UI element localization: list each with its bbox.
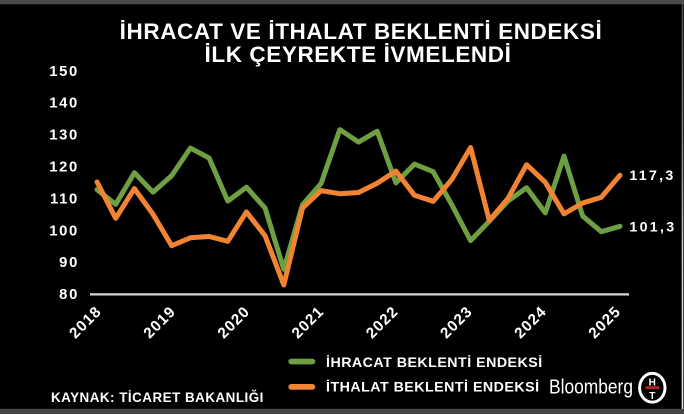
svg-text:90: 90 xyxy=(59,255,79,271)
svg-text:130: 130 xyxy=(49,128,79,144)
svg-text:H: H xyxy=(649,377,656,388)
svg-text:İHRACAT VE İTHALAT BEKLENTİ EN: İHRACAT VE İTHALAT BEKLENTİ ENDEKSİ xyxy=(120,19,603,44)
svg-text:İHRACAT BEKLENTİ ENDEKSİ: İHRACAT BEKLENTİ ENDEKSİ xyxy=(326,354,543,371)
svg-text:117,3: 117,3 xyxy=(629,168,675,184)
svg-text:T: T xyxy=(649,391,655,402)
svg-text:KAYNAK: TİCARET BAKANLIĞI: KAYNAK: TİCARET BAKANLIĞI xyxy=(51,390,264,405)
svg-text:101,3: 101,3 xyxy=(629,219,676,235)
svg-text:110: 110 xyxy=(50,191,79,207)
svg-text:140: 140 xyxy=(49,96,79,112)
svg-text:120: 120 xyxy=(49,160,79,176)
svg-text:Bloomberg: Bloomberg xyxy=(549,376,633,399)
svg-text:100: 100 xyxy=(49,223,79,239)
svg-text:İLK ÇEYREKTE İVMELENDİ: İLK ÇEYREKTE İVMELENDİ xyxy=(205,42,512,67)
svg-text:80: 80 xyxy=(59,287,79,303)
svg-text:150: 150 xyxy=(49,64,79,80)
svg-text:İTHALAT BEKLENTİ ENDEKSİ: İTHALAT BEKLENTİ ENDEKSİ xyxy=(326,378,540,395)
